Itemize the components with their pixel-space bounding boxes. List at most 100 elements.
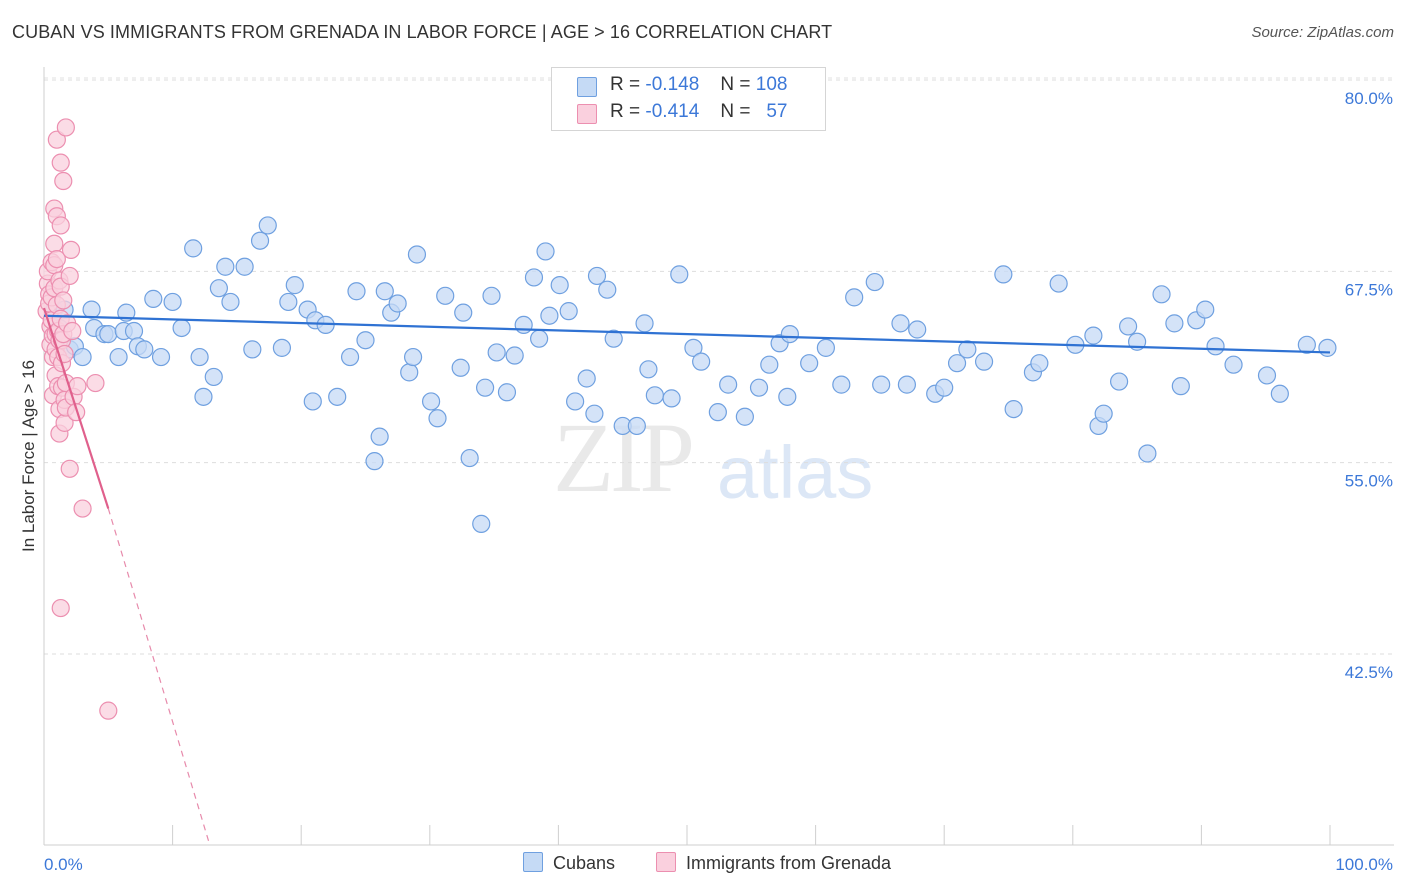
watermark-atlas: atlas [717, 431, 874, 514]
point-cubans [1206, 337, 1225, 356]
legend-r-value: -0.414 [645, 101, 700, 122]
point-cubans [994, 265, 1013, 284]
point-cubans [1004, 399, 1023, 419]
legend-n-value: 57 [766, 101, 788, 122]
point-grenada [56, 118, 75, 137]
bottom-legend-cubans: Cubans [523, 852, 615, 874]
point-cubans [403, 347, 423, 367]
point-cubans [451, 358, 470, 377]
point-cubans [1297, 335, 1316, 354]
point-cubans [370, 427, 389, 446]
point-cubans [635, 314, 654, 333]
point-cubans [221, 292, 240, 312]
point-grenada [54, 291, 73, 310]
point-grenada [47, 249, 66, 269]
point-cubans [99, 324, 118, 344]
point-cubans [1109, 372, 1129, 391]
point-cubans [250, 231, 270, 250]
point-grenada [51, 153, 70, 172]
y-axis-title: In Labor Force | Age > 16 [19, 360, 38, 552]
legend-swatch-cubans [577, 77, 597, 97]
point-cubans [749, 378, 769, 397]
point-cubans [1257, 366, 1277, 385]
point-cubans [1118, 317, 1138, 336]
point-cubans [340, 347, 360, 367]
point-cubans [209, 279, 228, 298]
point-grenada [51, 216, 70, 235]
point-cubans [684, 338, 703, 357]
point-grenada [61, 240, 81, 260]
point-cubans [151, 347, 171, 367]
tick-labels: 42.5% 55.0% 67.5% 80.0% 0.0% 100.0% In Labor F… [19, 89, 1393, 874]
point-cubans [598, 280, 617, 299]
point-cubans [872, 375, 891, 394]
point-cubans [540, 306, 559, 325]
point-cubans [235, 257, 254, 276]
point-grenada [63, 321, 82, 341]
point-cubans [73, 347, 92, 367]
point-cubans [559, 302, 578, 321]
point-grenada [54, 171, 73, 191]
point-cubans [472, 514, 491, 533]
x-tick-label: 0.0% [44, 855, 83, 874]
source-label: Source: ZipAtlas.com [1251, 24, 1394, 41]
point-cubans [1224, 355, 1243, 374]
point-cubans [109, 347, 128, 367]
point-cubans [124, 321, 144, 341]
point-cubans [865, 272, 884, 292]
point-cubans [184, 239, 203, 258]
point-cubans [482, 286, 501, 305]
point-grenada [67, 403, 86, 422]
point-grenada [60, 459, 79, 478]
point-cubans [407, 245, 427, 264]
point-cubans [460, 448, 479, 468]
point-cubans [1152, 285, 1171, 304]
point-cubans [272, 338, 292, 357]
point-cubans [958, 340, 977, 359]
bottom-legend-swatch-cubans [523, 852, 543, 872]
point-grenada [86, 373, 105, 393]
point-cubans [604, 329, 623, 348]
bottom-legend-grenada: Immigrants from Grenada [656, 852, 891, 874]
x-tick-label: 100.0% [1335, 855, 1393, 874]
point-grenada [60, 266, 79, 286]
point-cubans [816, 338, 835, 357]
point-cubans [891, 314, 910, 333]
y-tick-label: 55.0% [1345, 472, 1393, 491]
point-cubans [845, 288, 864, 307]
legend-swatch-grenada [577, 104, 597, 124]
legend-r-value: -0.148 [645, 74, 700, 95]
bottom-legend-swatch-grenada [656, 852, 676, 872]
point-cubans [550, 276, 569, 295]
point-cubans [974, 352, 994, 371]
point-cubans [692, 352, 711, 371]
point-cubans [436, 286, 455, 305]
trend-line-cubans [43, 314, 1331, 354]
point-cubans [639, 360, 658, 379]
point-cubans [514, 315, 533, 335]
point-cubans [365, 452, 384, 471]
point-cubans [1138, 444, 1157, 463]
point-grenada [99, 701, 118, 720]
point-cubans [505, 346, 524, 365]
point-cubans [585, 404, 604, 423]
point-cubans [258, 216, 277, 235]
point-cubans [144, 289, 163, 308]
point-cubans [1094, 404, 1113, 423]
point-cubans [708, 403, 727, 422]
point-cubans [1049, 274, 1068, 293]
point-cubans [82, 300, 101, 319]
point-cubans [428, 409, 447, 428]
point-grenada [45, 234, 64, 253]
point-cubans [800, 354, 819, 373]
point-cubans [577, 369, 596, 388]
point-cubans [719, 375, 738, 394]
legend-n-label: N = [720, 101, 751, 122]
bottom-legend-label-cubans: Cubans [553, 853, 616, 873]
point-cubans [279, 292, 298, 312]
legend-r-label: R = [610, 74, 641, 95]
point-cubans [524, 268, 544, 287]
y-tick-label: 67.5% [1345, 280, 1393, 299]
point-grenada [73, 499, 92, 518]
